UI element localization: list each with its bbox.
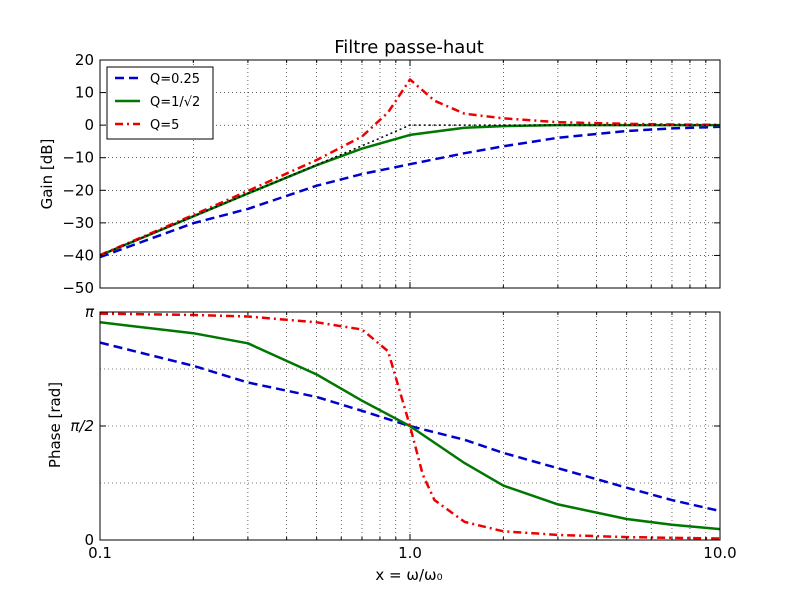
ytick-label: 0 bbox=[84, 116, 94, 134]
legend-label: Q=0.25 bbox=[150, 72, 200, 87]
chart-title: Filtre passe-haut bbox=[334, 37, 484, 58]
gain-ylabel: Gain [dB] bbox=[38, 139, 56, 210]
phase-panel: 0 π/2 π 0.1 1.0 10.0 bbox=[70, 303, 736, 562]
gain-panel: 20 10 0 −10 −20 −30 −40 −50 bbox=[62, 51, 721, 297]
ytick-label: π/2 bbox=[70, 417, 94, 435]
series-line-asymptote bbox=[100, 124, 720, 257]
ytick-label: −50 bbox=[62, 279, 94, 297]
xtick-label: 10.0 bbox=[703, 544, 736, 562]
series-line-Q0.25 bbox=[100, 341, 720, 513]
ytick-label: 20 bbox=[75, 51, 94, 69]
series-line-Q12 bbox=[100, 321, 720, 531]
ytick-label: −30 bbox=[62, 214, 94, 232]
series-group bbox=[100, 312, 720, 540]
legend-label: Q=5 bbox=[150, 118, 179, 133]
series-group bbox=[100, 78, 720, 259]
legend-box bbox=[106, 66, 214, 140]
legend: Q=0.25 Q=1/√2 Q=5 bbox=[106, 66, 214, 140]
xtick-label: 0.1 bbox=[88, 544, 112, 562]
series-line-Q5 bbox=[100, 312, 720, 540]
phase-xlabel: x = ω/ω₀ bbox=[375, 566, 442, 584]
ytick-label: −10 bbox=[62, 149, 94, 167]
ytick-label: π bbox=[85, 303, 95, 321]
series-line-Q0.25 bbox=[100, 125, 720, 259]
ytick-label: −20 bbox=[62, 181, 94, 199]
ytick-label: 0 bbox=[84, 531, 94, 549]
ytick-label: 10 bbox=[75, 84, 94, 102]
series-line-Q5 bbox=[100, 78, 720, 257]
legend-label: Q=1/√2 bbox=[150, 95, 200, 110]
phase-ylabel: Phase [rad] bbox=[46, 382, 64, 468]
ytick-label: −40 bbox=[62, 246, 94, 264]
xtick-label: 1.0 bbox=[398, 544, 422, 562]
grid-horizontal bbox=[100, 368, 720, 484]
grid-vertical bbox=[193, 60, 707, 288]
